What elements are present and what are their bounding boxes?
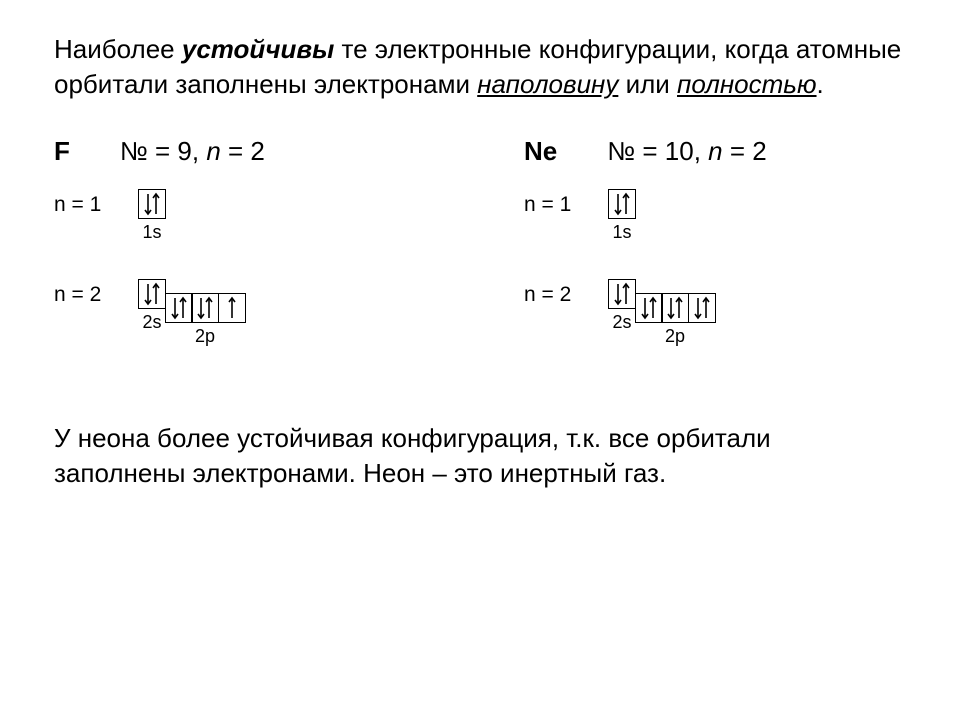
ne-2p-stack: 2p [635, 293, 716, 347]
ne-1s-label: 1s [612, 222, 631, 243]
ne-2p-label: 2p [665, 326, 685, 347]
f-1s-stack: 1s [138, 189, 166, 243]
ne-shell-2: n = 2 2s 2p [524, 279, 904, 347]
intro-seg-b: устойчивы [182, 34, 334, 64]
symbol-ne: Ne [524, 136, 557, 167]
f-2-group: 2s 2p [138, 279, 246, 347]
f-shell-1: n = 1 1s [54, 189, 434, 243]
f-1s-group: 1s [138, 189, 166, 243]
ne-2p-box-3 [688, 293, 716, 323]
neon-header: Ne № = 10, n = 2 [524, 136, 904, 167]
f-2p-box-1 [165, 293, 193, 323]
intro-seg-a: Наиболее [54, 34, 182, 64]
f-2s-label: 2s [142, 312, 161, 333]
intro-seg-f: полностью [677, 69, 817, 99]
f-1s-label: 1s [142, 222, 161, 243]
ne-2s-stack: 2s [608, 279, 636, 333]
intro-seg-g: . [817, 69, 824, 99]
f-2s-box [138, 279, 166, 309]
f-1s-box [138, 189, 166, 219]
ne-1s-box [608, 189, 636, 219]
ne-1s-group: 1s [608, 189, 636, 243]
ne-2p-box-2 [661, 293, 689, 323]
f-2p-box-2 [191, 293, 219, 323]
diagram-columns: F № = 9, n = 2 n = 1 1s n = 2 [54, 136, 906, 383]
ne-shell-1-label: n = 1 [524, 189, 584, 217]
intro-text: Наиболее устойчивы те электронные конфиг… [54, 32, 906, 102]
fluorine-header: F № = 9, n = 2 [54, 136, 434, 167]
f-2p-box-3 [218, 293, 246, 323]
ne-shell-1: n = 1 1s [524, 189, 904, 243]
fluorine-params: № = 9, n = 2 [120, 136, 265, 167]
ne-2s-label: 2s [612, 312, 631, 333]
ne-1s-stack: 1s [608, 189, 636, 243]
element-fluorine: F № = 9, n = 2 n = 1 1s n = 2 [54, 136, 434, 383]
neon-params: № = 10, n = 2 [607, 136, 766, 167]
f-shell-2-label: n = 2 [54, 279, 114, 307]
conclusion-text: У неона более устойчивая конфигурация, т… [54, 421, 906, 491]
f-shell-1-label: n = 1 [54, 189, 114, 217]
element-neon: Ne № = 10, n = 2 n = 1 1s n = 2 [524, 136, 904, 383]
ne-2p-box-1 [635, 293, 663, 323]
f-2p-label: 2p [195, 326, 215, 347]
f-shell-2: n = 2 2s 2p [54, 279, 434, 347]
ne-shell-2-label: n = 2 [524, 279, 584, 307]
f-2p-stack: 2p [165, 293, 246, 347]
intro-seg-d: наполовину [477, 69, 618, 99]
ne-2-group: 2s 2p [608, 279, 716, 347]
ne-2s-box [608, 279, 636, 309]
f-2s-stack: 2s [138, 279, 166, 333]
symbol-f: F [54, 136, 70, 167]
intro-seg-e: или [618, 69, 677, 99]
